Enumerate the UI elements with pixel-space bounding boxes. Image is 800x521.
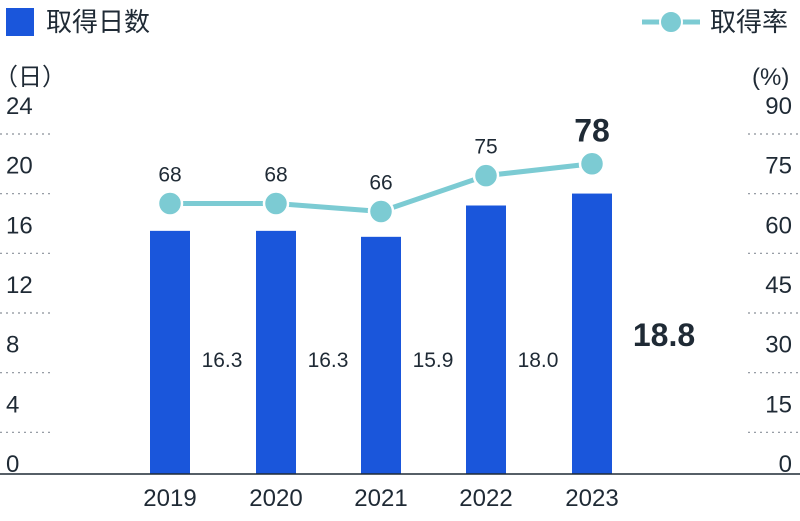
line-series [156, 150, 606, 225]
bar-value-label: 18.8 [633, 317, 695, 353]
right-tick-label: 15 [765, 391, 792, 418]
left-tick-label: 16 [6, 212, 33, 239]
right-tick-label: 30 [765, 332, 792, 359]
line-marker-2020 [262, 190, 290, 217]
right-tick-label: 0 [779, 451, 792, 478]
right-axis-ticks: 0 15 30 45 60 75 90 [765, 93, 792, 478]
bar-value-label: 16.3 [202, 349, 243, 372]
legend-bar-label: 取得日数 [46, 7, 150, 37]
category-label: 2020 [249, 485, 302, 512]
left-tick-label: 24 [6, 93, 33, 120]
line-marker-2019 [156, 190, 184, 217]
bar-series [150, 193, 612, 475]
bar-value-label: 16.3 [308, 349, 349, 372]
left-tick-label: 4 [6, 391, 19, 418]
category-labels: 2019 2020 2021 2022 2023 [143, 485, 618, 512]
line-value-label: 78 [574, 113, 610, 149]
line-marker-2023 [578, 150, 606, 177]
bar-2019 [150, 230, 190, 474]
line-value-label: 75 [474, 136, 497, 159]
line-marker-2022 [472, 162, 500, 189]
line-marker-2021 [367, 198, 395, 225]
bar-labels: 16.3 16.3 15.9 18.0 18.8 [202, 317, 696, 372]
category-label: 2021 [354, 485, 407, 512]
left-tick-label: 12 [6, 272, 33, 299]
category-label: 2022 [459, 485, 512, 512]
category-label: 2023 [565, 485, 618, 512]
right-tick-label: 90 [765, 93, 792, 120]
legend-line-label: 取得率 [710, 7, 788, 37]
line-value-label: 68 [264, 164, 287, 187]
legend-line-marker [659, 10, 683, 34]
bar-2021 [361, 236, 401, 474]
gridlines [0, 133, 800, 433]
line-value-label: 66 [369, 171, 392, 194]
right-tick-label: 75 [765, 153, 792, 180]
legend-bar-swatch [6, 8, 34, 36]
right-axis-unit: (%) [752, 64, 789, 91]
right-tick-label: 45 [765, 272, 792, 299]
bar-2022 [466, 205, 506, 474]
left-tick-label: 20 [6, 153, 33, 180]
bar-2020 [256, 230, 296, 474]
left-tick-label: 0 [6, 451, 19, 478]
right-tick-label: 60 [765, 212, 792, 239]
left-tick-label: 8 [6, 332, 19, 359]
legend: 取得日数 取得率 [6, 7, 788, 37]
line-labels: 68 68 66 75 78 [158, 113, 609, 195]
bar-value-label: 15.9 [413, 349, 454, 372]
left-axis-unit: （日） [0, 64, 66, 91]
bar-2023 [572, 193, 612, 475]
left-axis-ticks: 0 4 8 12 16 20 24 [6, 93, 33, 478]
category-label: 2019 [143, 485, 196, 512]
bar-value-label: 18.0 [518, 349, 559, 372]
line-value-label: 68 [158, 164, 181, 187]
